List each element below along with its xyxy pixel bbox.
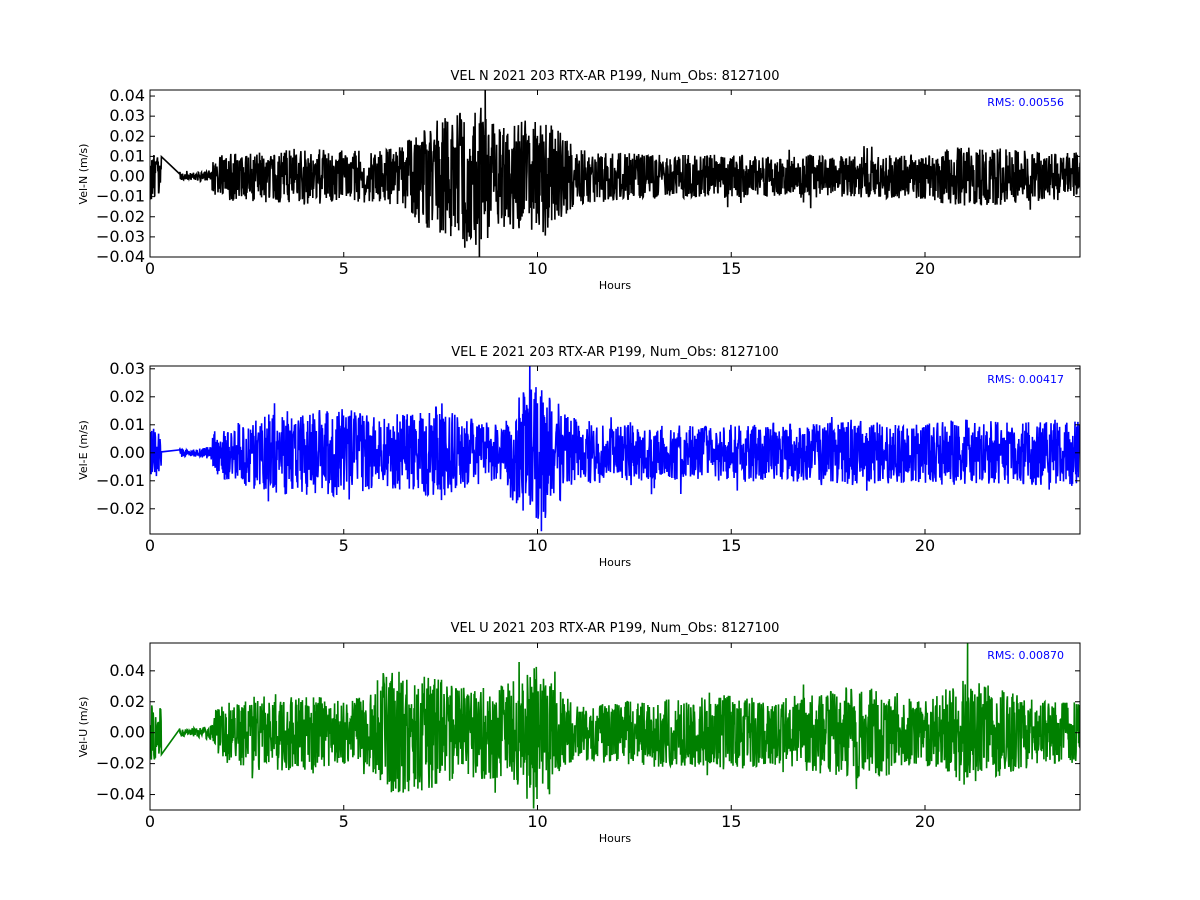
y-tick-label: 0.01 xyxy=(109,146,145,165)
x-tick-label: 20 xyxy=(915,812,935,831)
y-axis-label: Vel-N (m/s) xyxy=(77,144,90,205)
panel-title: VEL N 2021 203 RTX-AR P199, Num_Obs: 812… xyxy=(451,69,780,84)
y-tick-label: −0.01 xyxy=(96,471,145,490)
plot-frame xyxy=(149,365,1081,535)
y-tick-label: −0.04 xyxy=(96,247,145,266)
y-tick-label: 0.03 xyxy=(109,106,145,125)
x-axis-label: Hours xyxy=(599,556,631,569)
x-tick-label: 20 xyxy=(915,259,935,278)
y-tick-label: −0.04 xyxy=(96,785,145,804)
series-line xyxy=(150,90,1080,257)
y-tick-label: 0.02 xyxy=(109,692,145,711)
series-line xyxy=(150,366,1080,532)
y-tick-label: −0.03 xyxy=(96,227,145,246)
y-tick-label: −0.02 xyxy=(96,754,145,773)
y-tick-label: 0.04 xyxy=(109,661,145,680)
y-tick-label: 0.00 xyxy=(109,443,145,462)
y-tick-label: 0.04 xyxy=(109,86,145,105)
x-tick-label: 10 xyxy=(527,812,547,831)
y-tick-label: −0.02 xyxy=(96,499,145,518)
x-tick-label: 5 xyxy=(339,812,349,831)
x-tick-label: 0 xyxy=(145,259,155,278)
x-tick-label: 5 xyxy=(339,259,349,278)
x-tick-label: 15 xyxy=(721,536,741,555)
y-tick-label: 0.01 xyxy=(109,415,145,434)
x-tick-label: 10 xyxy=(527,259,547,278)
x-tick-label: 15 xyxy=(721,812,741,831)
plot-frame xyxy=(149,89,1081,258)
y-tick-label: −0.01 xyxy=(96,187,145,206)
panel-vel-e: VEL E 2021 203 RTX-AR P199, Num_Obs: 812… xyxy=(77,345,1081,569)
panel-vel-u: VEL U 2021 203 RTX-AR P199, Num_Obs: 812… xyxy=(77,621,1081,845)
plot-frame xyxy=(149,642,1081,811)
y-tick-label: 0.03 xyxy=(109,359,145,378)
series-line xyxy=(150,643,1080,809)
rms-annotation: RMS: 0.00556 xyxy=(987,96,1064,109)
panel-title: VEL U 2021 203 RTX-AR P199, Num_Obs: 812… xyxy=(451,621,780,636)
y-axis-label: Vel-E (m/s) xyxy=(77,420,90,480)
x-axis-label: Hours xyxy=(599,279,631,292)
x-tick-label: 10 xyxy=(527,536,547,555)
y-tick-label: 0.02 xyxy=(109,387,145,406)
y-tick-label: 0.02 xyxy=(109,126,145,145)
x-tick-label: 0 xyxy=(145,536,155,555)
x-tick-label: 15 xyxy=(721,259,741,278)
y-tick-label: −0.02 xyxy=(96,207,145,226)
rms-annotation: RMS: 0.00417 xyxy=(987,373,1064,386)
y-tick-label: 0.00 xyxy=(109,167,145,186)
panel-title: VEL E 2021 203 RTX-AR P199, Num_Obs: 812… xyxy=(451,345,778,360)
x-axis-label: Hours xyxy=(599,832,631,845)
x-tick-label: 20 xyxy=(915,536,935,555)
x-tick-label: 5 xyxy=(339,536,349,555)
y-axis-label: Vel-U (m/s) xyxy=(77,697,90,758)
y-tick-label: 0.00 xyxy=(109,723,145,742)
x-tick-label: 0 xyxy=(145,812,155,831)
rms-annotation: RMS: 0.00870 xyxy=(987,649,1064,662)
panel-vel-n: VEL N 2021 203 RTX-AR P199, Num_Obs: 812… xyxy=(77,69,1081,292)
